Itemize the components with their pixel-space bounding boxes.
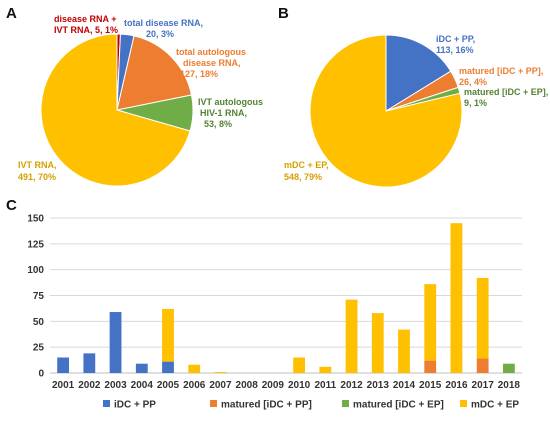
x-tick-label-2018: 2018 <box>498 380 521 391</box>
legend-swatch-3 <box>460 400 467 407</box>
x-tick-label-2002: 2002 <box>78 380 101 391</box>
bar-2007-series-3 <box>214 371 227 373</box>
y-tick-label-25: 25 <box>33 343 45 354</box>
x-tick-label-2014: 2014 <box>393 380 416 391</box>
bar-2005-series-3 <box>162 308 174 362</box>
x-tick-label-2008: 2008 <box>236 380 259 391</box>
x-tick-label-2006: 2006 <box>183 380 206 391</box>
bar-2016-series-3 <box>450 223 463 373</box>
pie-a-label-autologous-3: 127, 18% <box>180 69 218 79</box>
bar-2015-series-1 <box>424 360 437 373</box>
pie-a-label-ivt-hiv-1: IVT autologous <box>198 97 263 107</box>
pie-a-label-total-disease-2: 20, 3% <box>146 29 174 39</box>
pie-b-label-mdc-ep-2: 548, 79% <box>284 172 322 182</box>
legend-swatch-0 <box>103 400 110 407</box>
legend-label-0: iDC + PP <box>114 400 156 411</box>
pie-a-label-ivt-hiv-3: 53, 8% <box>204 119 232 129</box>
legend-swatch-1 <box>210 400 217 407</box>
y-tick-label-50: 50 <box>33 317 45 328</box>
bar-2014-series-3 <box>398 329 410 373</box>
legend-swatch-2 <box>342 400 349 407</box>
pie-a-slice-2 <box>116 35 193 111</box>
bar-chart-x-ticks: 2001 2002 2003 2004 2005 2006 2007 2008 2009 2010… <box>52 380 520 391</box>
pie-b-label-matured-pp-2: 26, 4% <box>459 77 487 87</box>
pie-b-slice-3 <box>309 34 463 188</box>
x-tick-label-2017: 2017 <box>472 380 495 391</box>
pie-a-slice-4 <box>40 33 191 187</box>
bar-2017-series-3 <box>476 277 489 359</box>
bar-2011-series-3 <box>319 366 332 373</box>
pie-b-label-matured-pp-1: matured [iDC + PP], <box>459 66 543 76</box>
bar-2004-series-0 <box>135 363 148 373</box>
pie-chart-a <box>40 33 194 187</box>
pie-chart-b <box>309 34 463 188</box>
bar-chart-gridlines <box>50 217 522 374</box>
bar-2017-series-1 <box>476 358 489 373</box>
y-tick-label-0: 0 <box>38 369 44 380</box>
legend-label-1: matured [iDC + PP] <box>221 400 312 411</box>
panel-label-a: A <box>6 5 17 22</box>
x-tick-label-2010: 2010 <box>288 380 311 391</box>
pie-a-label-ivt-1: IVT RNA, <box>18 160 57 170</box>
panel-label-b: B <box>278 5 289 22</box>
pie-a-label-autologous-2: disease RNA, <box>183 58 241 68</box>
pie-b-label-mdc-ep-1: mDC + EP, <box>284 160 329 170</box>
x-tick-label-2012: 2012 <box>340 380 363 391</box>
x-tick-label-2004: 2004 <box>131 380 154 391</box>
bar-2012-series-3 <box>345 299 358 373</box>
panel-label-c: C <box>6 197 17 214</box>
bar-2002-series-0 <box>83 353 96 373</box>
bar-2001-series-0 <box>57 357 70 373</box>
y-tick-label-75: 75 <box>33 291 45 302</box>
bar-chart-y-ticks: 0 25 50 75 100 125 150 <box>27 214 44 380</box>
bar-2010-series-3 <box>293 357 306 373</box>
pie-a-label-autologous-1: total autologous <box>176 47 246 57</box>
x-tick-label-2009: 2009 <box>262 380 285 391</box>
pie-a-label-total-disease-1: total disease RNA, <box>124 18 203 28</box>
y-tick-label-100: 100 <box>27 265 44 276</box>
legend-label-2: matured [iDC + EP] <box>353 400 444 411</box>
y-tick-label-150: 150 <box>27 214 44 225</box>
pie-a-label-disease-ivt-2: IVT RNA, 5, 1% <box>54 25 118 35</box>
bar-2003-series-0 <box>109 312 122 373</box>
pie-b-label-idc-pp-1: iDC + PP, <box>436 34 475 44</box>
y-tick-label-125: 125 <box>27 239 44 250</box>
x-tick-label-2011: 2011 <box>314 380 336 391</box>
x-tick-label-2007: 2007 <box>209 380 232 391</box>
bar-chart-bars <box>57 223 515 373</box>
pie-a-label-ivt-2: 491, 70% <box>18 172 56 182</box>
pie-a-label-disease-ivt-1: disease RNA + <box>54 14 116 24</box>
pie-b-label-matured-ep-2: 9, 1% <box>464 98 487 108</box>
x-tick-label-2003: 2003 <box>104 380 127 391</box>
pie-b-label-idc-pp-2: 113, 16% <box>436 45 474 55</box>
bar-2013-series-3 <box>371 313 384 373</box>
bar-2018-series-2 <box>502 363 515 373</box>
x-tick-label-2013: 2013 <box>367 380 390 391</box>
pie-a-label-ivt-hiv-2: HIV-1 RNA, <box>200 108 247 118</box>
legend-label-3: mDC + EP <box>471 400 519 411</box>
x-tick-label-2016: 2016 <box>445 380 468 391</box>
x-tick-label-2005: 2005 <box>157 380 180 391</box>
x-tick-label-2001: 2001 <box>52 380 75 391</box>
bar-chart-legend: iDC + PP matured [iDC + PP] matured [iDC +… <box>103 400 519 411</box>
pie-b-label-matured-ep-1: matured [iDC + EP], <box>464 87 548 97</box>
bar-2015-series-3 <box>424 284 437 361</box>
bar-2005-series-0 <box>162 361 174 373</box>
x-tick-label-2015: 2015 <box>419 380 442 391</box>
bar-2006-series-3 <box>188 364 201 373</box>
pie-b-slice-0 <box>385 34 452 112</box>
